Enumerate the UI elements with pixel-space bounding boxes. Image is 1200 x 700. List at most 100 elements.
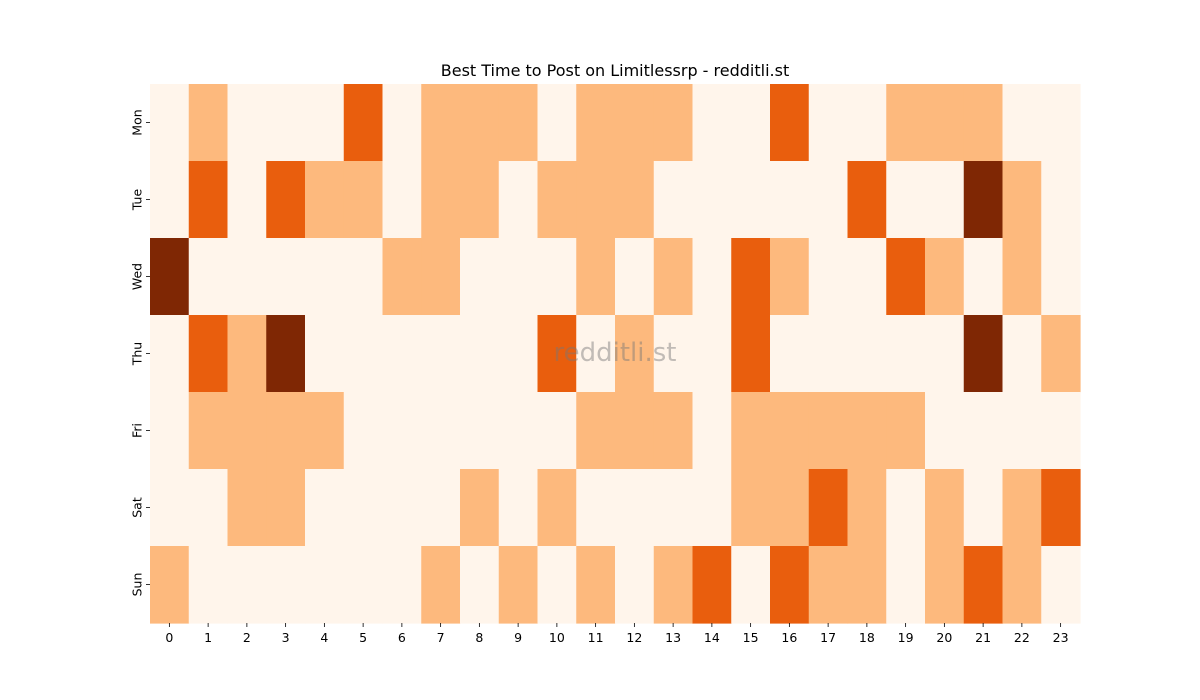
x-tick-label: 15 <box>743 630 759 645</box>
heatmap-cell-sat-14 <box>692 469 732 547</box>
heatmap-cell-mon-23 <box>1041 84 1081 162</box>
x-tick-label: 7 <box>437 630 445 645</box>
heatmap-cell-wed-10 <box>537 238 577 316</box>
heatmap-cell-mon-3 <box>266 84 306 162</box>
heatmap-cell-sat-7 <box>421 469 461 547</box>
heatmap-cell-sun-7 <box>421 546 461 624</box>
heatmap-cell-tue-23 <box>1041 161 1081 239</box>
heatmap-cell-tue-20 <box>925 161 965 239</box>
heatmap-cell-fri-19 <box>886 392 926 470</box>
heatmap-cell-tue-0 <box>150 161 190 239</box>
heatmap-cell-fri-2 <box>227 392 267 470</box>
x-tick-label: 10 <box>549 630 565 645</box>
heatmap-cell-fri-9 <box>498 392 539 470</box>
heatmap-cell-tue-13 <box>653 161 694 239</box>
heatmap-cell-tue-21 <box>963 161 1004 239</box>
heatmap-cell-wed-5 <box>343 238 384 316</box>
x-tick-label: 17 <box>820 630 836 645</box>
heatmap-cell-sat-18 <box>847 469 887 547</box>
heatmap-cell-wed-7 <box>421 238 461 316</box>
heatmap-cell-wed-14 <box>692 238 732 316</box>
heatmap-cell-fri-12 <box>615 392 655 470</box>
heatmap-cell-mon-15 <box>731 84 771 162</box>
heatmap-cell-thu-11 <box>576 315 616 393</box>
heatmap-cell-sun-8 <box>460 546 500 624</box>
heatmap-cell-tue-12 <box>615 161 655 239</box>
x-tick-label: 9 <box>514 630 522 645</box>
heatmap-cell-fri-22 <box>1002 392 1042 470</box>
heatmap-cell-mon-7 <box>421 84 461 162</box>
y-tick-label: Mon <box>130 109 145 135</box>
heatmap-cell-wed-12 <box>615 238 655 316</box>
heatmap-cell-sun-16 <box>770 546 810 624</box>
x-tick-label: 22 <box>1014 630 1030 645</box>
heatmap-cell-mon-18 <box>847 84 887 162</box>
heatmap-cell-thu-6 <box>382 315 422 393</box>
heatmap-cell-sat-4 <box>305 469 345 547</box>
heatmap-cell-fri-23 <box>1041 392 1081 470</box>
x-tick-label: 16 <box>781 630 797 645</box>
heatmap-cell-tue-1 <box>188 161 229 239</box>
heatmap-cell-thu-9 <box>498 315 539 393</box>
heatmap-cell-mon-0 <box>150 84 190 162</box>
heatmap-cell-thu-8 <box>460 315 500 393</box>
heatmap-cell-tue-9 <box>498 161 539 239</box>
heatmap-cell-thu-17 <box>808 315 849 393</box>
heatmap-cell-sun-0 <box>150 546 190 624</box>
heatmap-cell-thu-23 <box>1041 315 1081 393</box>
x-tick-label: 8 <box>475 630 483 645</box>
heatmap-cell-thu-10 <box>537 315 577 393</box>
x-tick-label: 1 <box>204 630 212 645</box>
heatmap-cell-fri-16 <box>770 392 810 470</box>
heatmap-cell-thu-12 <box>615 315 655 393</box>
heatmap-cell-wed-23 <box>1041 238 1081 316</box>
heatmap-cell-fri-14 <box>692 392 732 470</box>
heatmap-cell-thu-22 <box>1002 315 1042 393</box>
heatmap-cell-sun-11 <box>576 546 616 624</box>
x-tick-label: 5 <box>359 630 367 645</box>
heatmap-cell-mon-8 <box>460 84 500 162</box>
heatmap-cell-fri-7 <box>421 392 461 470</box>
heatmap-cell-mon-4 <box>305 84 345 162</box>
heatmap-cell-mon-17 <box>808 84 849 162</box>
x-tick-label: 0 <box>165 630 173 645</box>
heatmap-cell-sat-2 <box>227 469 267 547</box>
heatmap-cell-mon-19 <box>886 84 926 162</box>
heatmap-cell-sat-13 <box>653 469 694 547</box>
heatmap-cell-tue-11 <box>576 161 616 239</box>
heatmap-cell-sat-22 <box>1002 469 1042 547</box>
heatmap-cell-tue-15 <box>731 161 771 239</box>
heatmap-cell-sun-4 <box>305 546 345 624</box>
heatmap-cell-thu-18 <box>847 315 887 393</box>
heatmap-cell-sat-20 <box>925 469 965 547</box>
heatmap-cell-fri-21 <box>963 392 1004 470</box>
heatmap-cell-wed-17 <box>808 238 849 316</box>
x-tick-label: 23 <box>1053 630 1069 645</box>
heatmap-cell-wed-8 <box>460 238 500 316</box>
heatmap-cell-tue-5 <box>343 161 384 239</box>
heatmap-cell-sun-20 <box>925 546 965 624</box>
heatmap-cell-thu-3 <box>266 315 306 393</box>
heatmap-cell-fri-4 <box>305 392 345 470</box>
heatmap-cell-wed-19 <box>886 238 926 316</box>
x-tick-label: 6 <box>398 630 406 645</box>
heatmap-cell-thu-7 <box>421 315 461 393</box>
heatmap-cell-mon-14 <box>692 84 732 162</box>
heatmap-cell-tue-2 <box>227 161 267 239</box>
heatmap-cell-thu-20 <box>925 315 965 393</box>
heatmap-cell-mon-1 <box>188 84 229 162</box>
heatmap-cell-thu-0 <box>150 315 190 393</box>
x-tick-label: 13 <box>665 630 681 645</box>
heatmap-cell-sun-21 <box>963 546 1004 624</box>
heatmap-cell-sat-5 <box>343 469 384 547</box>
heatmap-cell-wed-18 <box>847 238 887 316</box>
heatmap-cell-thu-13 <box>653 315 694 393</box>
heatmap-cell-fri-18 <box>847 392 887 470</box>
heatmap-cell-fri-11 <box>576 392 616 470</box>
heatmap-cell-tue-18 <box>847 161 887 239</box>
heatmap-cell-sun-10 <box>537 546 577 624</box>
heatmap-cell-mon-6 <box>382 84 422 162</box>
heatmap-cell-fri-8 <box>460 392 500 470</box>
heatmap-cell-thu-19 <box>886 315 926 393</box>
y-tick-label: Fri <box>130 423 145 438</box>
